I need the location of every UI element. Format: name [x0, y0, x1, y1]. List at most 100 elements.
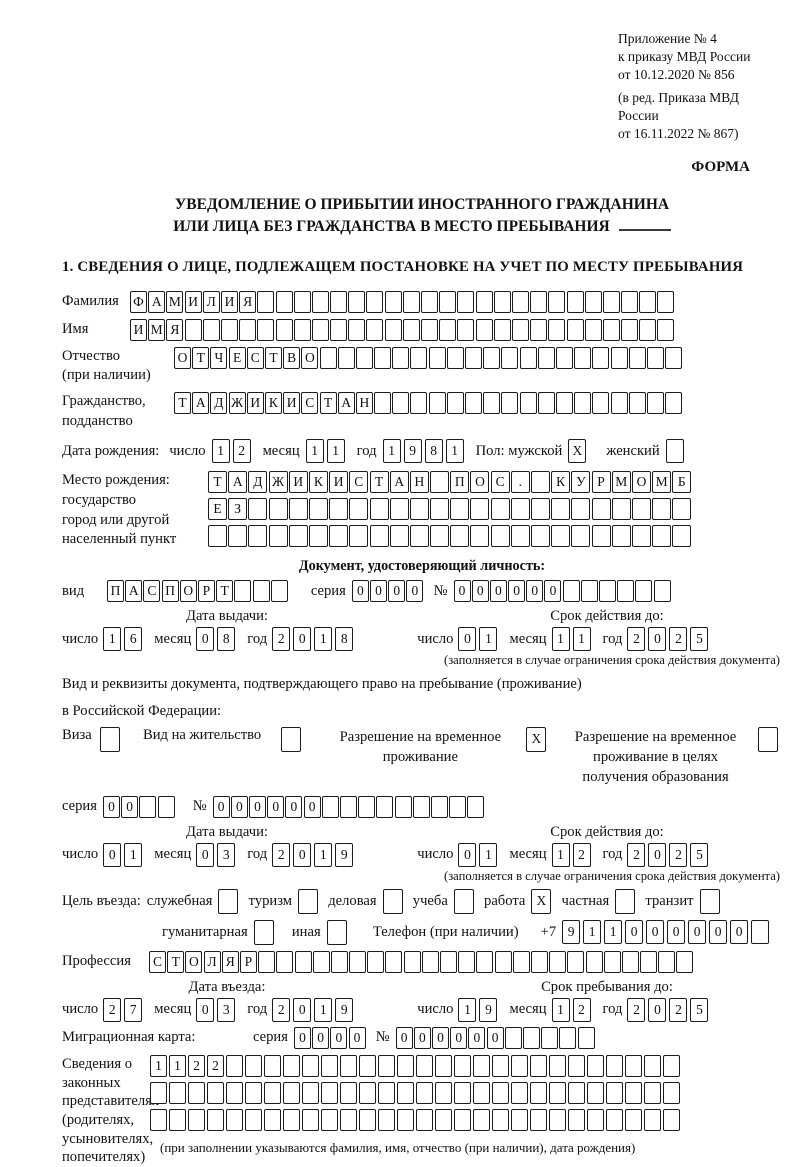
char-box[interactable]: [288, 498, 308, 521]
char-box[interactable]: 1: [551, 842, 570, 867]
char-box[interactable]: 2: [669, 842, 688, 867]
char-box[interactable]: 0: [648, 842, 667, 867]
char-box[interactable]: 5: [690, 842, 709, 867]
char-box[interactable]: [473, 1108, 490, 1131]
char-box[interactable]: [321, 1054, 338, 1077]
char-box[interactable]: [321, 1081, 338, 1104]
char-box[interactable]: [330, 950, 348, 973]
char-box[interactable]: [245, 1081, 262, 1104]
char-box[interactable]: [293, 318, 311, 341]
char-box[interactable]: [492, 1081, 509, 1104]
char-box[interactable]: [531, 525, 550, 548]
char-box[interactable]: X: [568, 439, 587, 464]
char-box[interactable]: [228, 525, 248, 548]
char-box[interactable]: [530, 1081, 547, 1104]
char-box[interactable]: [530, 1108, 547, 1131]
char-box[interactable]: [611, 525, 631, 548]
char-box[interactable]: [657, 318, 675, 341]
char-box[interactable]: [207, 1108, 224, 1131]
char-box[interactable]: 0: [293, 1026, 311, 1049]
char-box[interactable]: [270, 580, 288, 603]
char-box[interactable]: П: [107, 580, 124, 603]
char-box[interactable]: 0: [458, 842, 477, 867]
char-box[interactable]: [349, 498, 369, 521]
char-box[interactable]: 1: [124, 842, 143, 867]
char-box[interactable]: [483, 392, 501, 415]
char-box[interactable]: 0: [486, 1026, 504, 1049]
char-box[interactable]: Р: [591, 471, 611, 494]
char-box[interactable]: 2: [272, 627, 291, 652]
char-box[interactable]: [264, 1108, 281, 1131]
char-box[interactable]: [319, 346, 337, 369]
char-box[interactable]: [566, 290, 584, 313]
char-box[interactable]: 2: [627, 842, 646, 867]
char-box[interactable]: Ж: [268, 471, 288, 494]
char-box[interactable]: Я: [221, 950, 239, 973]
char-box[interactable]: [348, 318, 366, 341]
char-box[interactable]: 0: [432, 1026, 450, 1049]
char-box[interactable]: 1: [572, 627, 591, 652]
char-box[interactable]: [275, 318, 293, 341]
char-box[interactable]: [435, 1108, 452, 1131]
char-box[interactable]: [501, 346, 519, 369]
char-box[interactable]: [646, 346, 664, 369]
char-box[interactable]: [591, 525, 611, 548]
char-box[interactable]: [530, 318, 548, 341]
char-box[interactable]: [541, 1026, 559, 1049]
char-box[interactable]: И: [246, 392, 264, 415]
char-box[interactable]: М: [611, 471, 631, 494]
char-box[interactable]: А: [192, 392, 210, 415]
char-box[interactable]: [369, 498, 389, 521]
char-box[interactable]: 0: [458, 627, 477, 652]
char-box[interactable]: 2: [232, 439, 251, 464]
char-box[interactable]: [281, 726, 302, 752]
char-box[interactable]: [592, 346, 610, 369]
char-box[interactable]: [264, 1081, 281, 1104]
char-box[interactable]: 2: [188, 1054, 205, 1077]
char-box[interactable]: [504, 1026, 522, 1049]
char-box[interactable]: И: [130, 318, 147, 341]
char-box[interactable]: В: [283, 346, 301, 369]
char-box[interactable]: [665, 392, 683, 415]
char-box[interactable]: Б: [672, 471, 692, 494]
char-box[interactable]: [264, 1054, 281, 1077]
char-box[interactable]: Т: [167, 950, 185, 973]
char-box[interactable]: 5: [690, 627, 709, 652]
char-box[interactable]: С: [143, 580, 161, 603]
char-box[interactable]: 9: [335, 842, 354, 867]
char-box[interactable]: [531, 498, 550, 521]
char-box[interactable]: [410, 392, 428, 415]
char-box[interactable]: Л: [202, 290, 220, 313]
char-box[interactable]: X: [531, 888, 552, 914]
char-box[interactable]: О: [174, 346, 191, 369]
char-box[interactable]: Т: [208, 471, 227, 494]
char-box[interactable]: 7: [124, 997, 143, 1022]
char-box[interactable]: [493, 290, 511, 313]
char-box[interactable]: [562, 580, 580, 603]
char-box[interactable]: 0: [267, 795, 285, 818]
char-box[interactable]: [369, 525, 389, 548]
char-box[interactable]: [169, 1081, 186, 1104]
char-box[interactable]: [511, 318, 529, 341]
char-box[interactable]: Ф: [130, 290, 147, 313]
char-box[interactable]: 0: [450, 1026, 468, 1049]
char-box[interactable]: [475, 290, 493, 313]
char-box[interactable]: 0: [370, 580, 388, 603]
char-box[interactable]: 2: [572, 842, 591, 867]
char-box[interactable]: 0: [285, 795, 303, 818]
char-box[interactable]: 2: [669, 997, 688, 1022]
char-box[interactable]: 0: [625, 920, 644, 945]
char-box[interactable]: [584, 318, 602, 341]
char-box[interactable]: [330, 318, 348, 341]
char-box[interactable]: 1: [604, 920, 623, 945]
char-box[interactable]: [611, 498, 631, 521]
char-box[interactable]: 0: [303, 795, 321, 818]
char-box[interactable]: 0: [526, 580, 544, 603]
char-box[interactable]: 0: [330, 1026, 348, 1049]
char-box[interactable]: П: [450, 471, 470, 494]
char-box[interactable]: [510, 525, 530, 548]
char-box[interactable]: [389, 498, 409, 521]
char-box[interactable]: [454, 1108, 471, 1131]
char-box[interactable]: [226, 1054, 243, 1077]
char-box[interactable]: 0: [471, 580, 489, 603]
